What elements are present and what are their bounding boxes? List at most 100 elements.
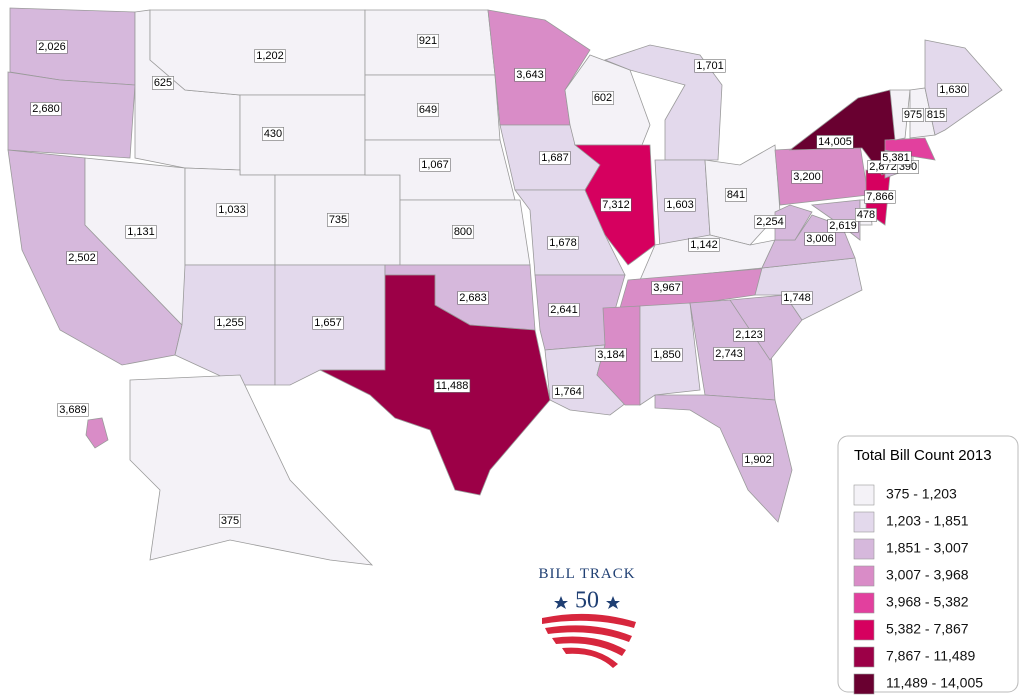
- logo-star: [554, 596, 568, 609]
- value-label-box: [600, 198, 632, 212]
- value-label: 1,202: [256, 50, 284, 62]
- value-label: 975: [904, 109, 922, 121]
- value-label: 5,381: [882, 152, 910, 164]
- value-label-box: [552, 385, 584, 399]
- value-label: 1,067: [421, 159, 449, 171]
- value-label: 1,142: [690, 239, 718, 251]
- value-label-box: [433, 379, 471, 393]
- logo-stripe: [545, 625, 632, 642]
- value-label-box: [57, 403, 89, 417]
- value-label-box: [925, 108, 947, 122]
- value-label-box: [781, 291, 813, 305]
- logo: BILL TRACK 50: [538, 566, 636, 668]
- value-label: 3,643: [516, 69, 544, 81]
- value-label-box: [713, 347, 745, 361]
- legend-swatch: [853, 673, 875, 695]
- value-label: 1,657: [314, 317, 342, 329]
- value-label-box: [827, 219, 859, 233]
- value-label-box: [152, 76, 174, 90]
- value-label-box: [125, 225, 157, 239]
- value-label: 735: [329, 214, 347, 226]
- legend-swatch: [853, 619, 875, 641]
- legend-box: [837, 435, 1019, 693]
- value-label-box: [855, 208, 877, 222]
- value-label-box: [452, 225, 474, 239]
- value-label-box: [417, 34, 439, 48]
- value-label: 602: [594, 92, 612, 104]
- value-label: 375: [221, 515, 239, 527]
- value-label-box: [547, 236, 579, 250]
- value-label-box: [66, 251, 98, 265]
- legend-label: 5,382 - 7,867: [886, 621, 969, 637]
- value-label: 3,184: [597, 349, 625, 361]
- legend-swatch: [853, 646, 875, 668]
- state: [239, 94, 366, 176]
- value-label: 3,200: [793, 171, 821, 183]
- value-label-box: [417, 103, 439, 117]
- logo-stripe: [562, 647, 618, 668]
- legend-label: 375 - 1,203: [886, 486, 957, 502]
- value-label: 921: [419, 35, 437, 47]
- value-label: 1,630: [939, 84, 967, 96]
- legend: 375 - 1,203 1,203 - 1,851 1,851 - 3,007 3,0…: [853, 484, 983, 695]
- value-label-box: [733, 328, 765, 342]
- value-label: 1,033: [218, 204, 246, 216]
- value-label: 1,678: [549, 237, 577, 249]
- value-label-box: [754, 215, 786, 229]
- value-label: 2,502: [68, 252, 96, 264]
- value-label-box: [214, 316, 246, 330]
- value-label: 1,902: [744, 454, 772, 466]
- value-label-box: [595, 348, 627, 362]
- legend-swatch: [853, 511, 875, 533]
- value-label: 2,683: [459, 292, 487, 304]
- state: [129, 374, 374, 566]
- logo-number: 50: [575, 588, 599, 614]
- value-label-box: [254, 49, 286, 63]
- value-label: 1,603: [666, 199, 694, 211]
- value-label-box: [791, 170, 823, 184]
- value-label: 815: [927, 109, 945, 121]
- value-label-box: [725, 188, 747, 202]
- state: [889, 89, 911, 141]
- state: [9, 7, 136, 86]
- value-label: 2,026: [38, 41, 66, 53]
- state: [85, 417, 109, 449]
- value-label: 1,701: [696, 60, 724, 72]
- value-label-box: [816, 135, 854, 149]
- value-label: 11,488: [436, 380, 469, 392]
- value-labels: 2,026 2,680 2,502 625 1,202 430 1,131 1,033 735 1…: [30, 34, 969, 528]
- value-label-box: [880, 151, 912, 165]
- legend-swatch: [853, 565, 875, 587]
- state: [619, 267, 771, 309]
- value-label: 2,743: [715, 348, 743, 360]
- state: [884, 137, 936, 161]
- value-label-box: [539, 151, 571, 165]
- legend-label: 3,968 - 5,382: [886, 594, 969, 610]
- value-label-box: [804, 232, 836, 246]
- legend-swatch: [853, 592, 875, 614]
- value-label: 649: [419, 104, 437, 116]
- value-label: 2,641: [550, 304, 578, 316]
- value-label: 2,680: [32, 103, 60, 115]
- logo-stripe: [542, 613, 636, 628]
- value-label: 7,866: [866, 191, 894, 203]
- value-label-box: [457, 291, 489, 305]
- legend-label: 11,489 - 14,005: [886, 675, 983, 691]
- value-label-box: [219, 514, 241, 528]
- value-label: 800: [454, 226, 472, 238]
- legend-label: 1,851 - 3,007: [886, 540, 969, 556]
- value-label-box: [36, 40, 68, 54]
- logo-name: BILL TRACK: [538, 566, 635, 582]
- legend-swatch: [853, 484, 875, 506]
- value-label: 3,967: [653, 282, 681, 294]
- value-label-box: [864, 190, 896, 204]
- value-label: 3,689: [59, 404, 87, 416]
- value-label: 625: [154, 77, 172, 89]
- value-label-box: [312, 316, 344, 330]
- value-label: 1,687: [541, 152, 569, 164]
- value-label: 2,123: [735, 329, 763, 341]
- value-label-box: [419, 158, 451, 172]
- value-label: 430: [264, 128, 282, 140]
- logo-stripe: [552, 636, 626, 656]
